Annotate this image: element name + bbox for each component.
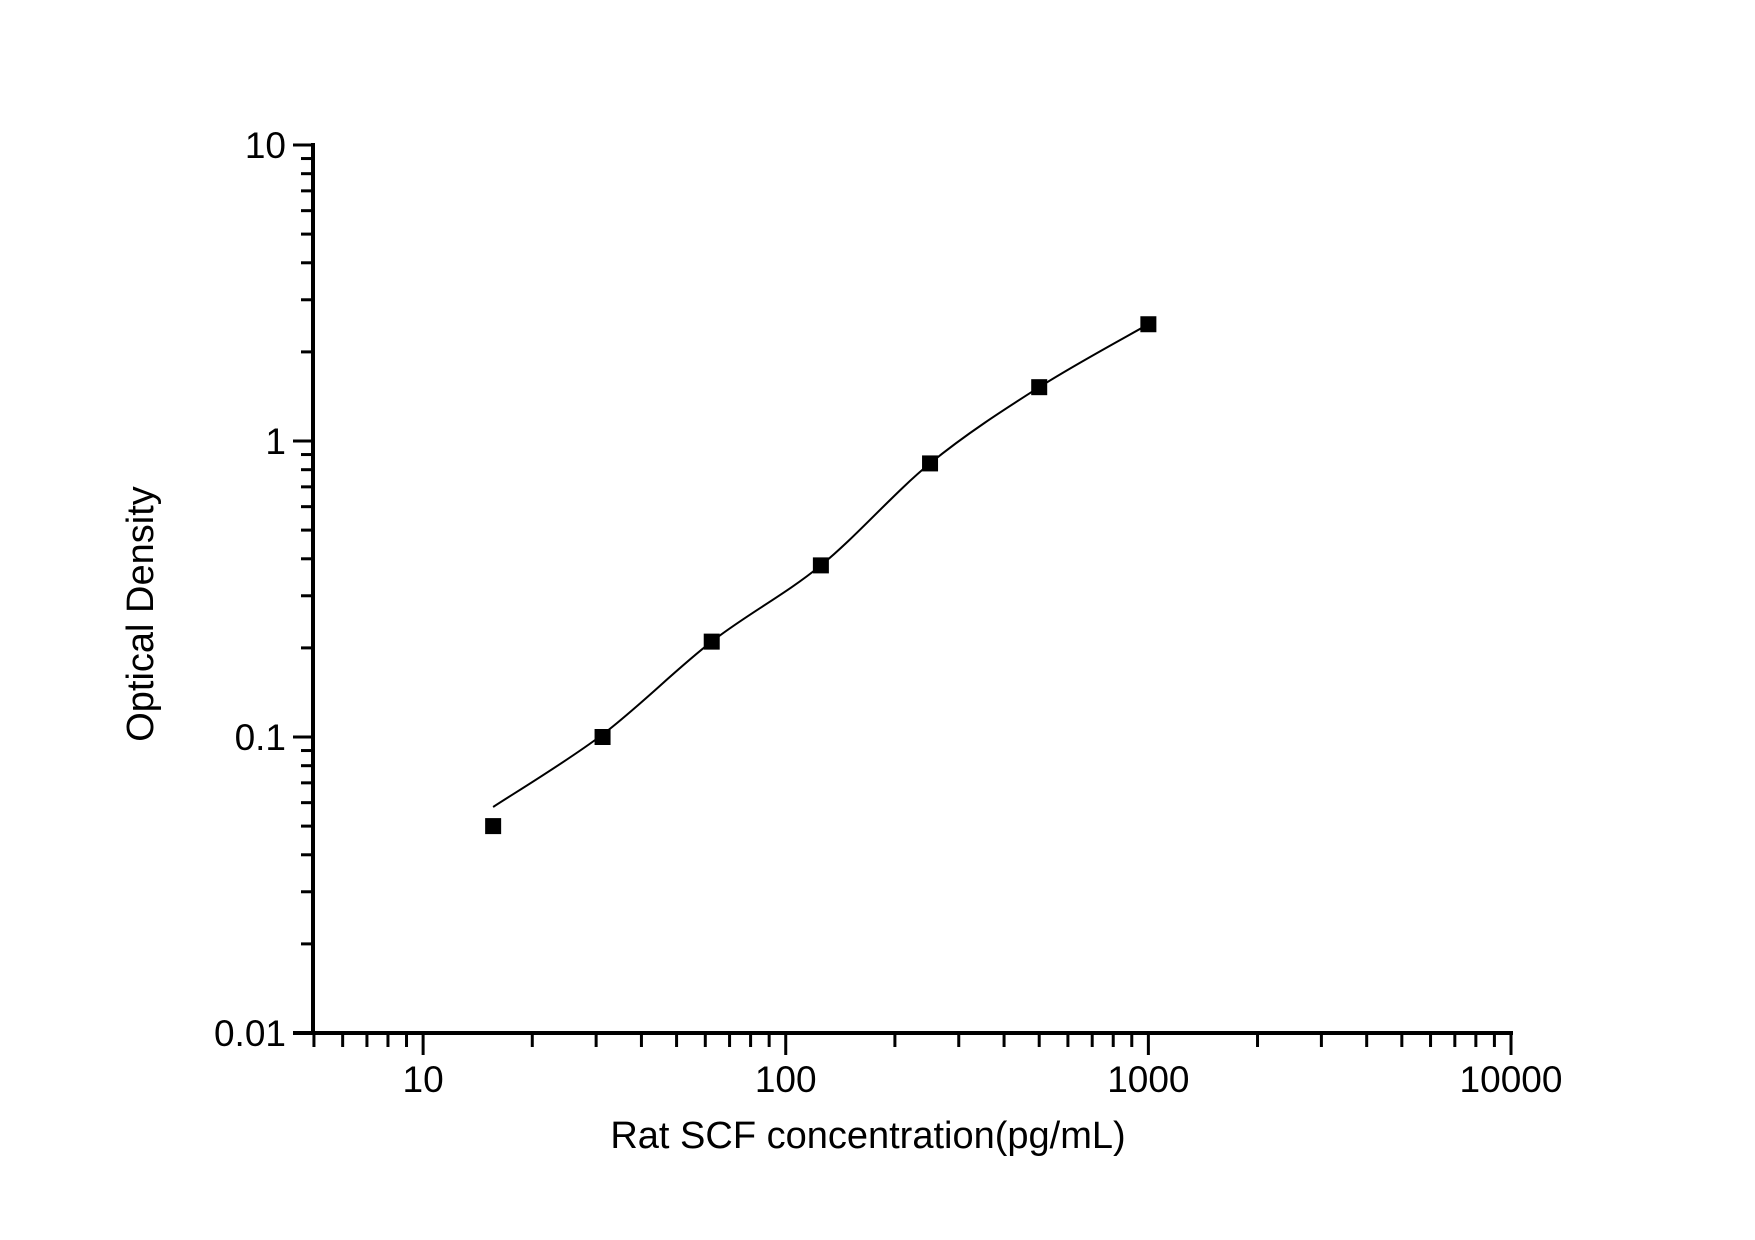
y-tick-label: 0.01 xyxy=(214,1013,286,1054)
y-tick-label: 10 xyxy=(245,125,286,166)
data-point-marker xyxy=(922,455,939,472)
x-tick-label: 100 xyxy=(755,1059,817,1100)
y-tick-label: 1 xyxy=(265,421,286,462)
data-points xyxy=(485,316,1157,835)
y-axis-title: Optical Density xyxy=(120,486,163,742)
data-point-marker xyxy=(594,729,611,745)
data-point-marker xyxy=(1031,379,1048,396)
y-axis-ticks: 0.01 0.1 1 10 xyxy=(214,125,313,1054)
data-point-marker xyxy=(1140,316,1157,333)
data-point-marker xyxy=(703,633,720,650)
x-tick-label: 1000 xyxy=(1107,1059,1189,1100)
axes xyxy=(293,143,1513,1035)
x-tick-label: 10000 xyxy=(1460,1059,1563,1100)
x-axis-title: Rat SCF concentration(pg/mL) xyxy=(610,1115,1126,1157)
data-point-marker xyxy=(485,818,502,835)
x-axis-ticks: 10 100 1000 10000 xyxy=(312,1033,1563,1100)
x-tick-label: 10 xyxy=(403,1059,444,1100)
data-point-marker xyxy=(812,557,829,574)
y-tick-label: 0.1 xyxy=(235,717,286,758)
